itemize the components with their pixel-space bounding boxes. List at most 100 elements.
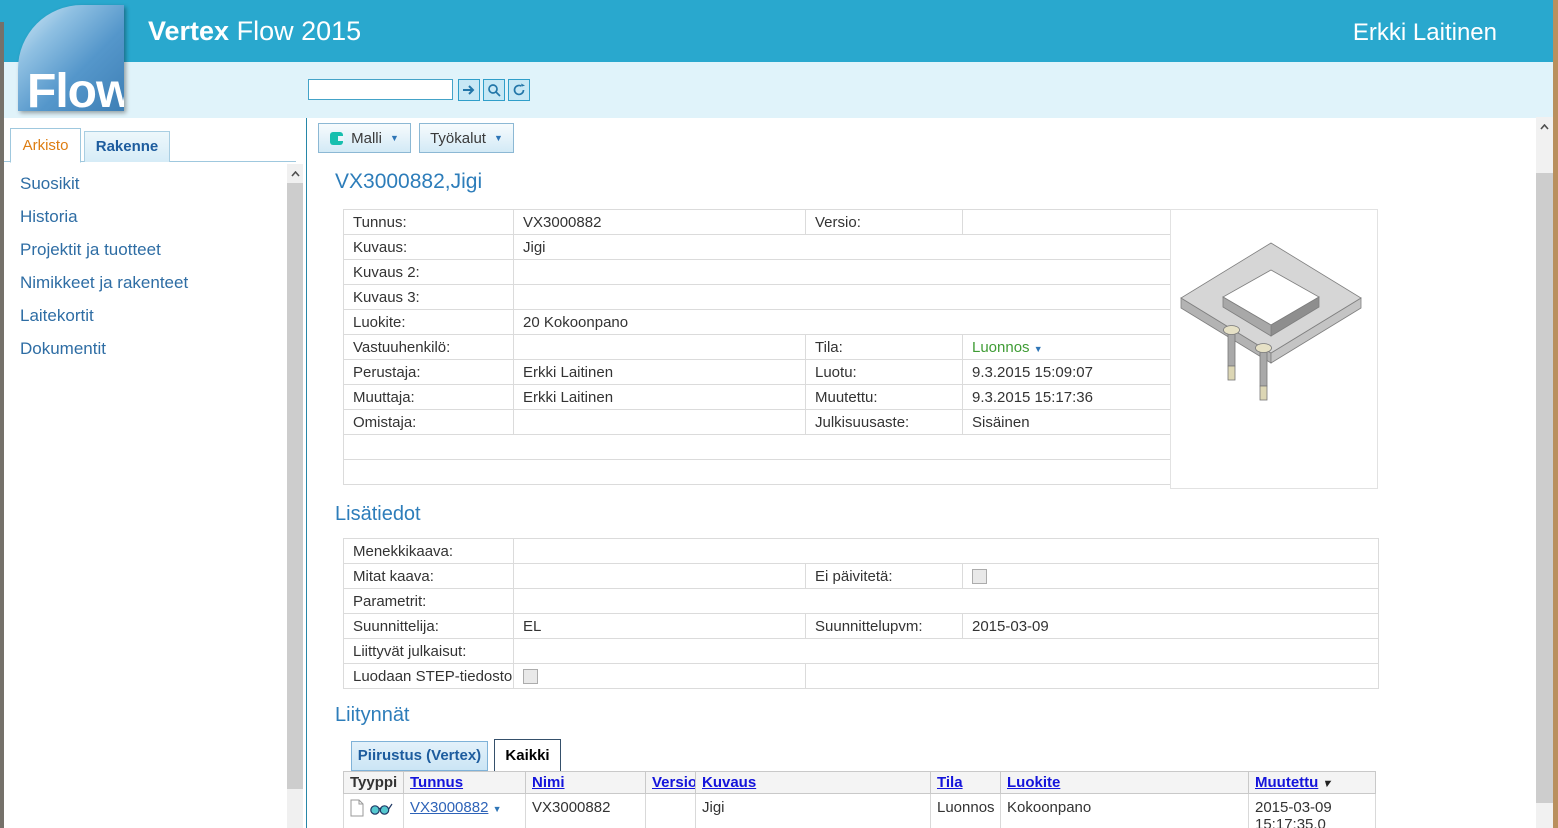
sidebar-item-suosikit[interactable]: Suosikit bbox=[20, 174, 80, 193]
sidebar-scrollbar-thumb[interactable] bbox=[287, 183, 303, 789]
field-value: Jigi bbox=[513, 234, 1171, 260]
table-row: Suunnittelija: EL Suunnittelupvm: 2015-03-0… bbox=[343, 613, 1380, 639]
sort-link-luokite[interactable]: Luokite bbox=[1007, 774, 1061, 791]
tab-kaikki[interactable]: Kaikki bbox=[494, 739, 561, 771]
field-value bbox=[513, 409, 806, 435]
table-row: Omistaja: Julkisuusaste: Sisäinen bbox=[343, 409, 1171, 435]
ei-paiviteta-checkbox[interactable] bbox=[972, 569, 987, 585]
refresh-button[interactable] bbox=[508, 79, 530, 101]
column-header-luokite: Luokite bbox=[1000, 771, 1249, 794]
column-header-kuvaus: Kuvaus bbox=[695, 771, 931, 794]
sidebar-menu: Suosikit Historia Projektit ja tuotteet … bbox=[20, 167, 188, 365]
flow-logo: Flow bbox=[18, 5, 124, 111]
field-value bbox=[513, 334, 806, 360]
table-row: Kuvaus 2: bbox=[343, 259, 1171, 285]
empty-cell bbox=[804, 663, 1380, 689]
table-row bbox=[343, 434, 1171, 460]
model-preview-panel bbox=[1170, 209, 1378, 489]
nimi-cell: VX3000882 bbox=[525, 793, 646, 828]
links-table-row: VX3000882 ▼ VX3000882 Jigi Luonnos Kokoo… bbox=[343, 793, 1376, 828]
sort-link-versio[interactable]: Versio bbox=[652, 774, 696, 791]
current-user[interactable]: Erkki Laitinen bbox=[1352, 19, 1497, 46]
table-row bbox=[343, 459, 1171, 485]
search-input[interactable] bbox=[308, 79, 453, 100]
glasses-preview-icon[interactable] bbox=[369, 802, 393, 815]
item-link[interactable]: VX3000882 bbox=[410, 799, 489, 816]
chevron-down-icon[interactable]: ▼ bbox=[492, 804, 502, 814]
column-header-nimi: Nimi bbox=[525, 771, 646, 794]
go-button[interactable] bbox=[458, 79, 480, 101]
model-menu-button[interactable]: Malli ▼ bbox=[318, 123, 411, 153]
sidebar-tab-rakenne[interactable]: Rakenne bbox=[84, 131, 170, 162]
content-divider bbox=[306, 118, 307, 828]
field-label: Luotu: bbox=[805, 359, 963, 385]
links-table-header-row: Tyyppi Tunnus Nimi Versio Kuvaus Tila Lu… bbox=[343, 771, 1376, 794]
field-label: Luokite: bbox=[343, 309, 514, 335]
field-value: VX3000882 bbox=[513, 209, 806, 235]
window-left-edge bbox=[0, 22, 4, 828]
sidebar-item-historia[interactable]: Historia bbox=[20, 207, 78, 226]
sort-link-kuvaus[interactable]: Kuvaus bbox=[702, 774, 757, 791]
field-label: Perustaja: bbox=[343, 359, 514, 385]
checkbox-cell bbox=[513, 663, 806, 689]
sidebar-scrollbar[interactable] bbox=[287, 164, 303, 828]
table-row: Kuvaus 3: bbox=[343, 284, 1171, 310]
page-title: VX3000882,Jigi bbox=[335, 170, 483, 193]
app-title-brand: Vertex bbox=[148, 16, 230, 46]
sort-link-tila[interactable]: Tila bbox=[937, 774, 963, 791]
field-value bbox=[512, 638, 1380, 664]
tools-menu-button[interactable]: Työkalut ▼ bbox=[419, 123, 514, 153]
field-label: Luodaan STEP-tiedosto: bbox=[343, 663, 514, 689]
field-label: Muuttaja: bbox=[343, 384, 514, 410]
scroll-up-icon[interactable] bbox=[1536, 117, 1553, 136]
chevron-down-icon: ▼ bbox=[493, 132, 503, 143]
chevron-down-icon[interactable]: ▼ bbox=[1033, 343, 1043, 354]
field-label: Ei päivitetä: bbox=[805, 563, 963, 589]
refresh-icon bbox=[513, 83, 525, 96]
step-tiedosto-checkbox[interactable] bbox=[523, 669, 538, 685]
tila-cell: Luonnos bbox=[930, 793, 1001, 828]
field-label: Kuvaus 3: bbox=[343, 284, 514, 310]
tab-piirustus-vertex[interactable]: Piirustus (Vertex) bbox=[351, 741, 488, 771]
sidebar-item-nimikkeet[interactable]: Nimikkeet ja rakenteet bbox=[20, 273, 189, 292]
muutettu-cell: 2015-03-09 15:17:35.0 bbox=[1248, 793, 1376, 828]
table-row: Mitat kaava: Ei päivitetä: bbox=[343, 563, 1380, 589]
item-details-table: Tunnus: VX3000882 Versio: Kuvaus: Jigi Kuva… bbox=[343, 209, 1171, 485]
column-header-muutettu: Muutettu ▼ bbox=[1248, 771, 1376, 794]
field-value bbox=[512, 588, 1380, 614]
main-scrollbar-thumb[interactable] bbox=[1536, 173, 1553, 803]
app-title-rest: Flow 2015 bbox=[229, 16, 362, 46]
field-label: Kuvaus: bbox=[343, 234, 514, 260]
scroll-up-icon[interactable] bbox=[287, 164, 303, 183]
sidebar-item-projektit[interactable]: Projektit ja tuotteet bbox=[20, 240, 161, 259]
field-value: 9.3.2015 15:09:07 bbox=[962, 359, 1171, 385]
checkbox-cell bbox=[961, 563, 1380, 589]
sort-link-nimi[interactable]: Nimi bbox=[532, 774, 565, 791]
sidebar-item-laitekortit[interactable]: Laitekortit bbox=[20, 306, 94, 325]
field-value bbox=[512, 538, 1380, 564]
sidebar-tab-arkisto[interactable]: Arkisto bbox=[10, 128, 81, 163]
sort-link-tunnus[interactable]: Tunnus bbox=[410, 774, 464, 791]
tools-menu-label: Työkalut bbox=[430, 129, 486, 147]
model-icon bbox=[330, 131, 345, 145]
state-dropdown[interactable]: Luonnos bbox=[972, 338, 1030, 356]
tunnus-cell: VX3000882 ▼ bbox=[403, 793, 526, 828]
field-label: Parametrit: bbox=[343, 588, 514, 614]
top-header-bar: Vertex Flow 2015 Erkki Laitinen bbox=[0, 0, 1553, 62]
section-heading-lisatiedot: Lisätiedot bbox=[335, 503, 421, 525]
field-label: Tunnus: bbox=[343, 209, 514, 235]
search-button[interactable] bbox=[483, 79, 505, 101]
type-cell bbox=[343, 793, 404, 828]
links-table: Tyyppi Tunnus Nimi Versio Kuvaus Tila Lu… bbox=[343, 771, 1376, 828]
field-label: Menekkikaava: bbox=[343, 538, 514, 564]
sort-link-muutettu[interactable]: Muutettu bbox=[1255, 774, 1319, 791]
flow-logo-text: Flow bbox=[27, 65, 124, 111]
field-value: Sisäinen bbox=[962, 409, 1171, 435]
state-cell: Luonnos ▼ bbox=[962, 334, 1171, 360]
app-title: Vertex Flow 2015 bbox=[148, 16, 361, 47]
table-row: Tunnus: VX3000882 Versio: bbox=[343, 209, 1171, 235]
sidebar-item-dokumentit[interactable]: Dokumentit bbox=[20, 339, 106, 358]
section-heading-liitynnat: Liitynnät bbox=[335, 704, 410, 726]
main-scrollbar[interactable] bbox=[1536, 117, 1553, 828]
table-row: Vastuuhenkilö: Tila: Luonnos ▼ bbox=[343, 334, 1171, 360]
